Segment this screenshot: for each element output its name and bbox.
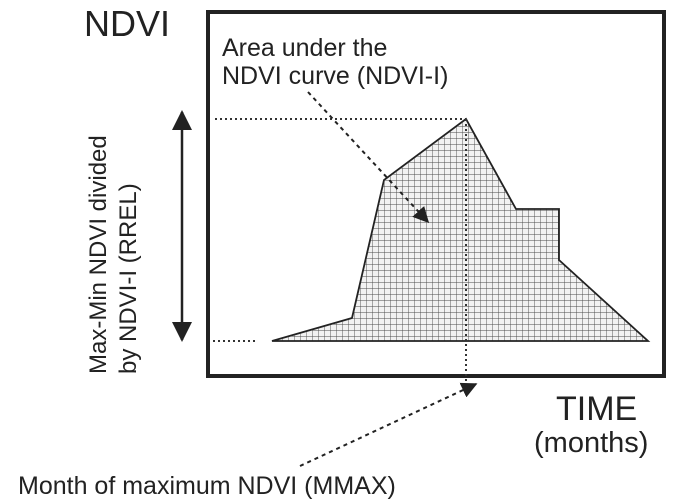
max-month-annotation: Month of maximum NDVI (MMAX) [18, 472, 396, 500]
plot-frame [206, 10, 666, 378]
range-annotation-line1: Max-Min NDVI divided [85, 135, 112, 374]
x-axis-unit: (months) [534, 427, 648, 459]
area-annotation-arrow [307, 91, 430, 224]
area-annotation-line2: NDVI curve (NDVI-I) [222, 62, 448, 90]
max-month-annotation-arrow [299, 382, 478, 467]
y-axis-label: NDVI [84, 3, 170, 44]
range-annotation-line2: by NDVI-I (RREL) [115, 183, 142, 374]
x-axis-label: TIME [556, 390, 637, 428]
ndvi-curve-area [271, 117, 651, 342]
area-annotation-line1: Area under the [222, 34, 387, 62]
